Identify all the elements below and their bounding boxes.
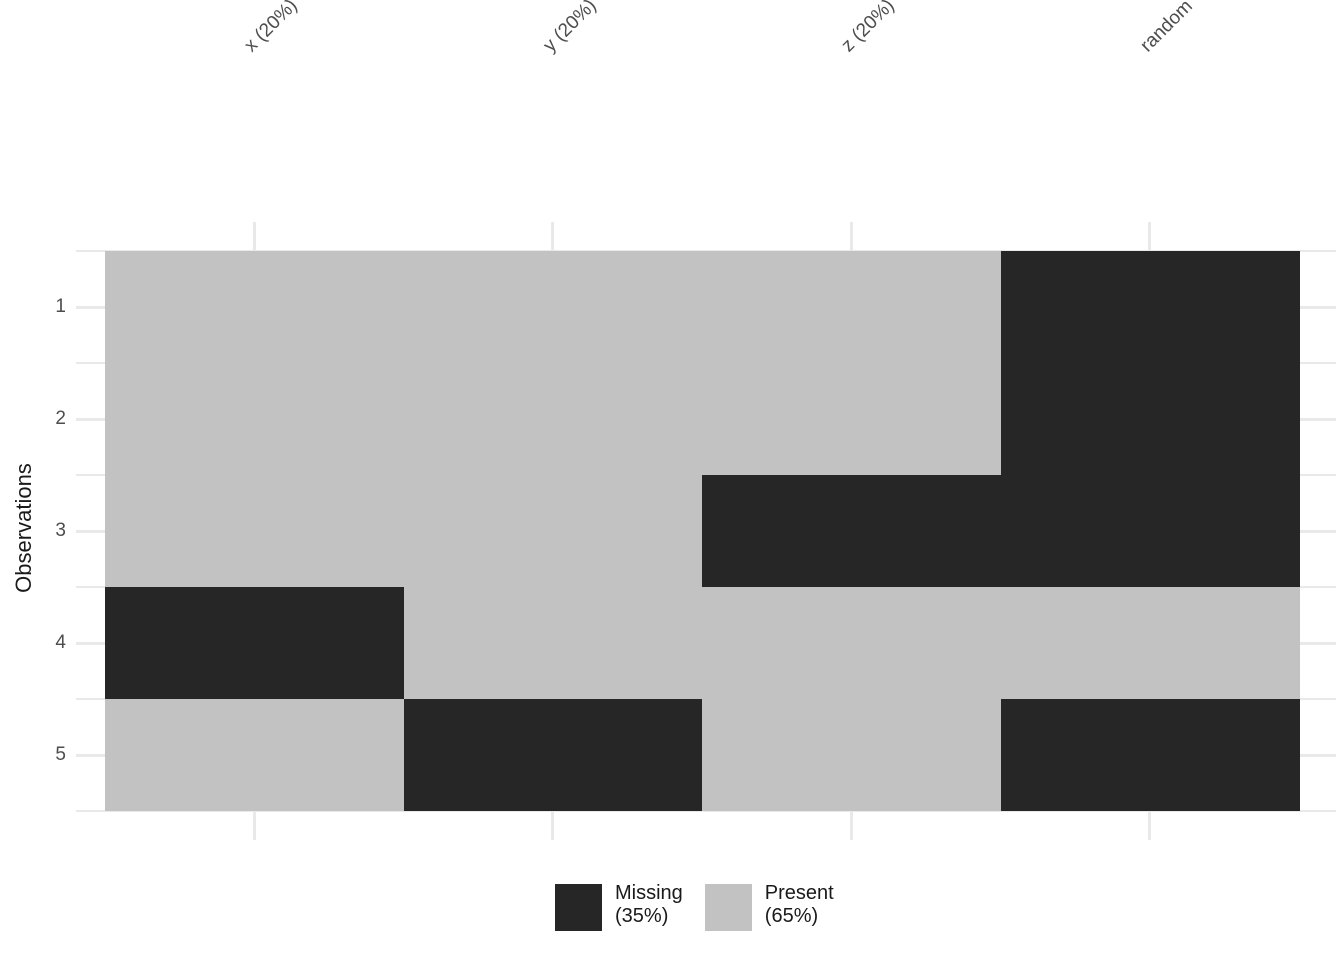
y-axis-title: Observations	[11, 463, 36, 593]
legend-item-missing: Missing (35%)	[555, 882, 683, 931]
column-label: y (20%)	[539, 0, 601, 57]
legend-swatch-present	[704, 884, 752, 931]
grid-cell-2-4	[1001, 363, 1300, 475]
grid-cell-3-1	[105, 475, 404, 587]
grid-cell-3-3	[702, 475, 1001, 587]
grid-cell-5-3	[702, 699, 1001, 811]
grid-cell-3-2	[404, 475, 703, 587]
y-tick-label: 4	[55, 632, 66, 653]
legend: Missing (35%) Present (65%)	[555, 882, 834, 931]
y-tick-label: 5	[55, 744, 66, 765]
grid-cell-2-3	[702, 363, 1001, 475]
grid-cell-1-3	[702, 251, 1001, 363]
grid-cell-4-3	[702, 587, 1001, 699]
legend-item-present: Present (65%)	[704, 882, 834, 931]
grid-cell-2-2	[404, 363, 703, 475]
legend-label-missing: Missing (35%)	[615, 882, 683, 927]
legend-swatch-missing	[555, 884, 602, 931]
grid-cell-1-2	[404, 251, 703, 363]
legend-label-present: Present (65%)	[764, 882, 834, 927]
grid-cell-1-4	[1001, 251, 1300, 363]
y-tick-label: 2	[55, 408, 66, 429]
y-tick-label: 1	[55, 296, 66, 317]
column-label: x (20%)	[240, 0, 302, 57]
y-tick-label: 3	[55, 520, 66, 541]
gridline-horizontal-minor	[76, 810, 1336, 812]
grid-cell-1-1	[105, 251, 404, 363]
grid-cell-4-4	[1001, 587, 1300, 699]
grid-cell-5-1	[105, 699, 404, 811]
grid-cell-4-1	[105, 587, 404, 699]
column-label: z (20%)	[837, 0, 899, 57]
column-label: random	[1136, 0, 1197, 57]
grid-cell-3-4	[1001, 475, 1300, 587]
grid-cell-5-2	[404, 699, 703, 811]
grid-cell-2-1	[105, 363, 404, 475]
grid-cell-4-2	[404, 587, 703, 699]
grid-cell-5-4	[1001, 699, 1300, 811]
